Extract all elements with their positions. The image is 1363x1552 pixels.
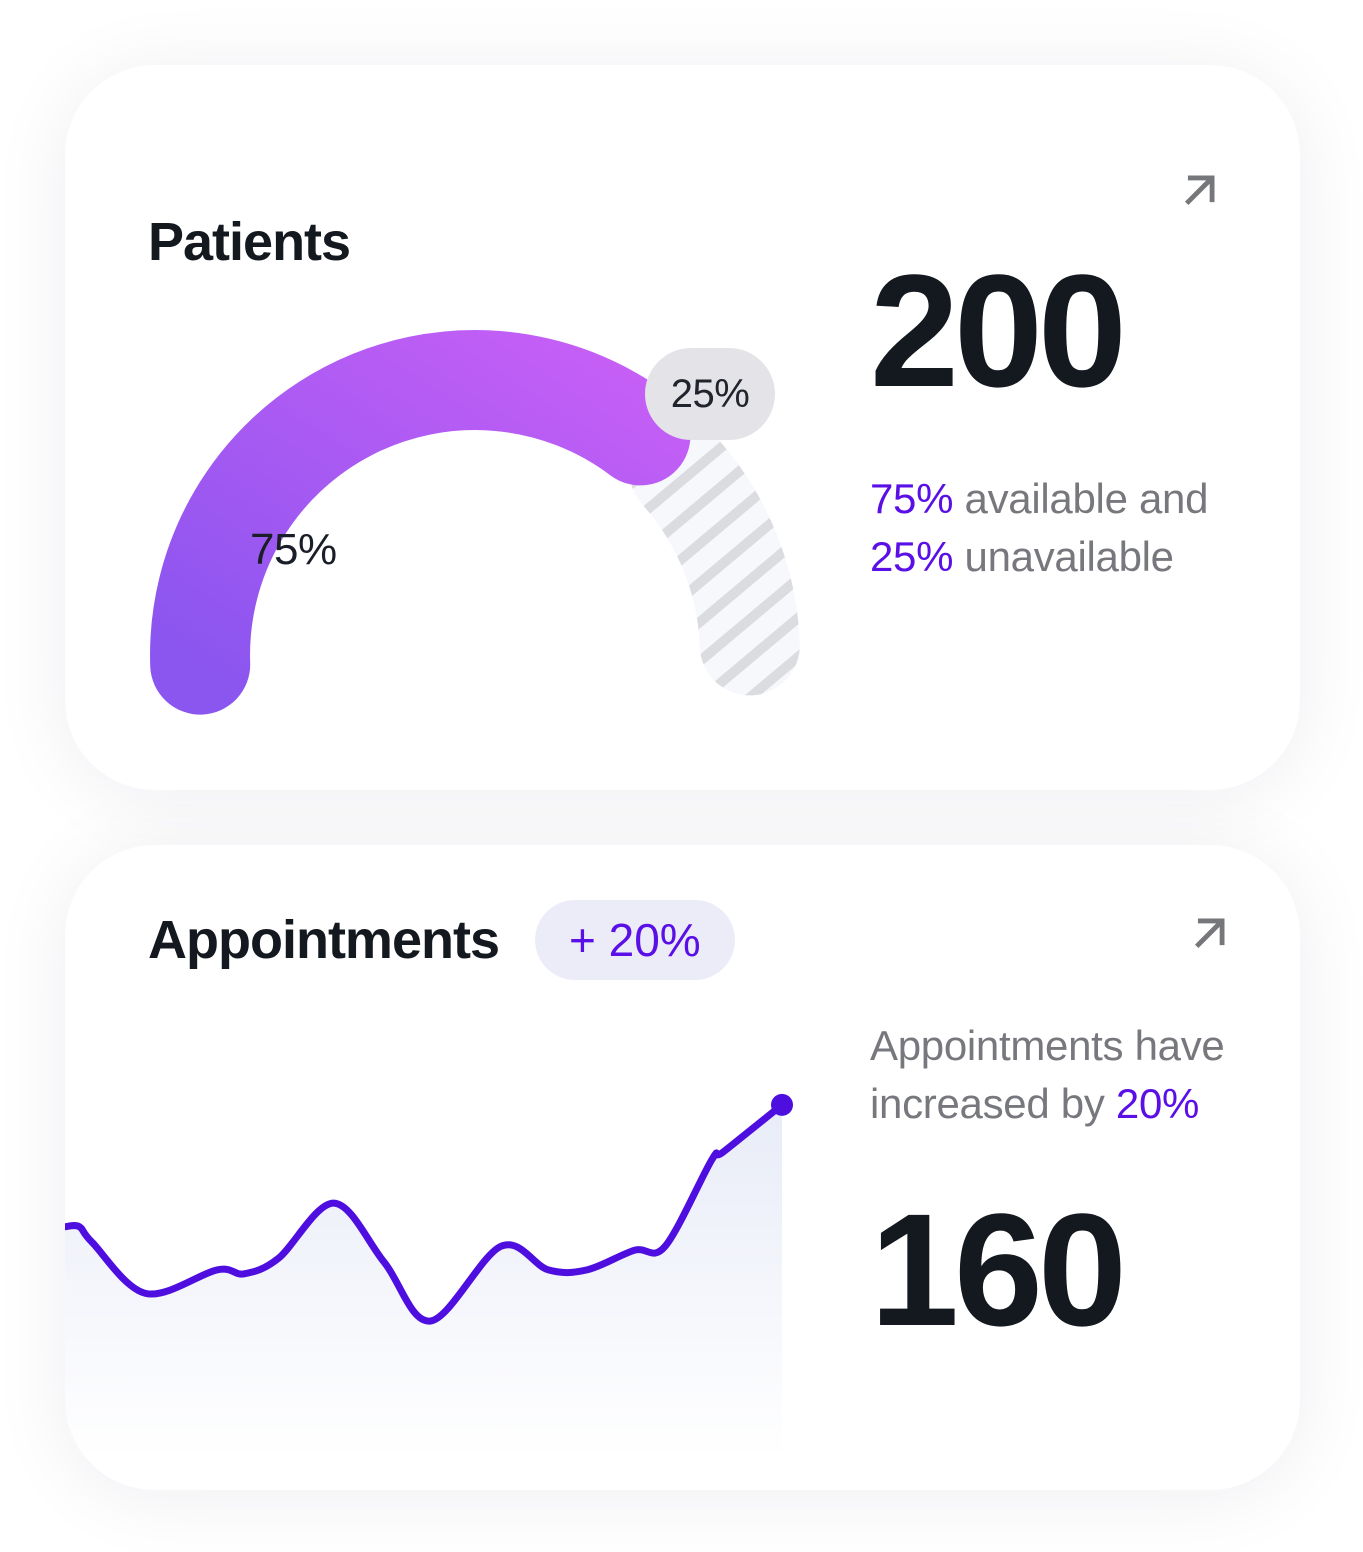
patients-summary-line1: 75% available and bbox=[870, 475, 1209, 522]
appointments-card: Appointments + 20% Appointments have inc… bbox=[65, 845, 1300, 1490]
expand-patients-button[interactable] bbox=[1170, 160, 1230, 220]
patients-card: Patients 75% 25% 200 75% available and 2… bbox=[65, 65, 1300, 790]
arrow-up-right-icon bbox=[1194, 918, 1225, 949]
patients-card-title: Patients bbox=[148, 211, 351, 272]
chart-end-marker bbox=[771, 1093, 793, 1116]
patients-summary: 75% available and 25% unavailable bbox=[870, 470, 1208, 586]
patients-gauge-chart bbox=[150, 330, 800, 715]
appointments-total-value: 160 bbox=[870, 1180, 1127, 1359]
appointments-summary: Appointments have increased by 20% bbox=[870, 1017, 1225, 1133]
appointments-summary-line1: Appointments have bbox=[870, 1022, 1225, 1069]
area-fill bbox=[65, 1104, 782, 1490]
gauge-unavailable-arc bbox=[629, 421, 800, 696]
appointments-card-header: Appointments + 20% bbox=[148, 900, 735, 980]
appointments-summary-line2: increased by 20% bbox=[870, 1080, 1200, 1127]
gauge-available-arc bbox=[150, 330, 691, 715]
patients-summary-line2: 25% unavailable bbox=[870, 533, 1174, 580]
gauge-unavailable-badge: 25% bbox=[645, 348, 775, 440]
appointments-increase-badge: + 20% bbox=[534, 900, 735, 980]
gauge-available-label: 75% bbox=[250, 525, 337, 574]
appointments-area-chart bbox=[65, 1093, 793, 1490]
appointments-card-title: Appointments bbox=[148, 909, 500, 970]
patients-total-value: 200 bbox=[870, 241, 1127, 420]
arrow-up-right-icon bbox=[1184, 175, 1215, 206]
expand-appointments-button[interactable] bbox=[1180, 903, 1240, 963]
trend-line bbox=[65, 1101, 786, 1325]
